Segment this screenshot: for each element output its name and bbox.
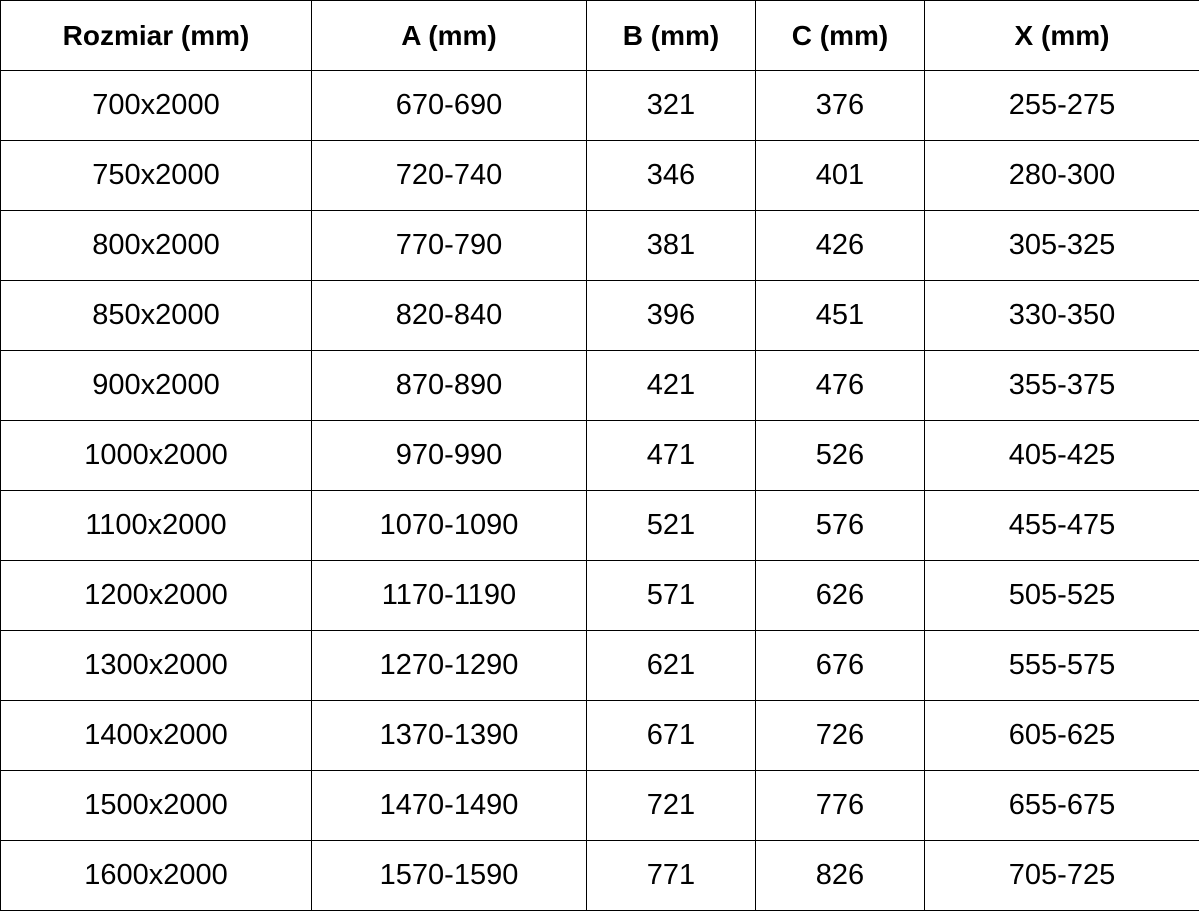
- cell-a: 1370-1390: [311, 700, 587, 771]
- cell-x: 355-375: [924, 350, 1199, 421]
- cell-b: 471: [586, 420, 756, 491]
- cell-size: 1600x2000: [0, 840, 312, 911]
- cell-a: 1570-1590: [311, 840, 587, 911]
- table-row: 850x2000 820-840 396 451 330-350: [0, 280, 1199, 351]
- cell-x: 280-300: [924, 140, 1199, 211]
- table-row: 1300x2000 1270-1290 621 676 555-575: [0, 630, 1199, 701]
- cell-b: 381: [586, 210, 756, 281]
- cell-a: 670-690: [311, 70, 587, 141]
- cell-c: 676: [755, 630, 925, 701]
- cell-size: 1100x2000: [0, 490, 312, 561]
- column-header-size: Rozmiar (mm): [0, 0, 312, 71]
- cell-size: 1200x2000: [0, 560, 312, 631]
- cell-a: 970-990: [311, 420, 587, 491]
- cell-b: 321: [586, 70, 756, 141]
- table-row: 1200x2000 1170-1190 571 626 505-525: [0, 560, 1199, 631]
- table-row: 750x2000 720-740 346 401 280-300: [0, 140, 1199, 211]
- cell-c: 476: [755, 350, 925, 421]
- cell-x: 405-425: [924, 420, 1199, 491]
- cell-a: 870-890: [311, 350, 587, 421]
- cell-a: 770-790: [311, 210, 587, 281]
- cell-a: 1470-1490: [311, 770, 587, 841]
- cell-size: 1000x2000: [0, 420, 312, 491]
- cell-size: 900x2000: [0, 350, 312, 421]
- cell-c: 576: [755, 490, 925, 561]
- cell-x: 555-575: [924, 630, 1199, 701]
- cell-b: 521: [586, 490, 756, 561]
- cell-c: 426: [755, 210, 925, 281]
- cell-size: 1300x2000: [0, 630, 312, 701]
- cell-b: 421: [586, 350, 756, 421]
- cell-size: 800x2000: [0, 210, 312, 281]
- cell-c: 776: [755, 770, 925, 841]
- cell-b: 771: [586, 840, 756, 911]
- cell-a: 1170-1190: [311, 560, 587, 631]
- cell-x: 330-350: [924, 280, 1199, 351]
- table-row: 700x2000 670-690 321 376 255-275: [0, 70, 1199, 141]
- cell-c: 726: [755, 700, 925, 771]
- table-row: 1600x2000 1570-1590 771 826 705-725: [0, 840, 1199, 911]
- table-row: 1100x2000 1070-1090 521 576 455-475: [0, 490, 1199, 561]
- cell-a: 720-740: [311, 140, 587, 211]
- table-row: 900x2000 870-890 421 476 355-375: [0, 350, 1199, 421]
- cell-size: 1500x2000: [0, 770, 312, 841]
- cell-c: 826: [755, 840, 925, 911]
- cell-x: 455-475: [924, 490, 1199, 561]
- column-header-a: A (mm): [311, 0, 587, 71]
- cell-x: 705-725: [924, 840, 1199, 911]
- cell-x: 605-625: [924, 700, 1199, 771]
- cell-b: 621: [586, 630, 756, 701]
- cell-x: 305-325: [924, 210, 1199, 281]
- cell-x: 255-275: [924, 70, 1199, 141]
- table-header-row: Rozmiar (mm) A (mm) B (mm) C (mm) X (mm): [0, 0, 1199, 71]
- table-row: 1400x2000 1370-1390 671 726 605-625: [0, 700, 1199, 771]
- table-row: 800x2000 770-790 381 426 305-325: [0, 210, 1199, 281]
- cell-b: 571: [586, 560, 756, 631]
- cell-c: 451: [755, 280, 925, 351]
- cell-c: 526: [755, 420, 925, 491]
- cell-size: 850x2000: [0, 280, 312, 351]
- cell-a: 820-840: [311, 280, 587, 351]
- cell-a: 1070-1090: [311, 490, 587, 561]
- cell-size: 1400x2000: [0, 700, 312, 771]
- cell-b: 396: [586, 280, 756, 351]
- cell-x: 505-525: [924, 560, 1199, 631]
- table-row: 1500x2000 1470-1490 721 776 655-675: [0, 770, 1199, 841]
- cell-b: 671: [586, 700, 756, 771]
- column-header-c: C (mm): [755, 0, 925, 71]
- cell-b: 346: [586, 140, 756, 211]
- cell-x: 655-675: [924, 770, 1199, 841]
- cell-c: 376: [755, 70, 925, 141]
- column-header-b: B (mm): [586, 0, 756, 71]
- cell-size: 700x2000: [0, 70, 312, 141]
- cell-b: 721: [586, 770, 756, 841]
- cell-c: 626: [755, 560, 925, 631]
- column-header-x: X (mm): [924, 0, 1199, 71]
- cell-size: 750x2000: [0, 140, 312, 211]
- table-row: 1000x2000 970-990 471 526 405-425: [0, 420, 1199, 491]
- cell-c: 401: [755, 140, 925, 211]
- cell-a: 1270-1290: [311, 630, 587, 701]
